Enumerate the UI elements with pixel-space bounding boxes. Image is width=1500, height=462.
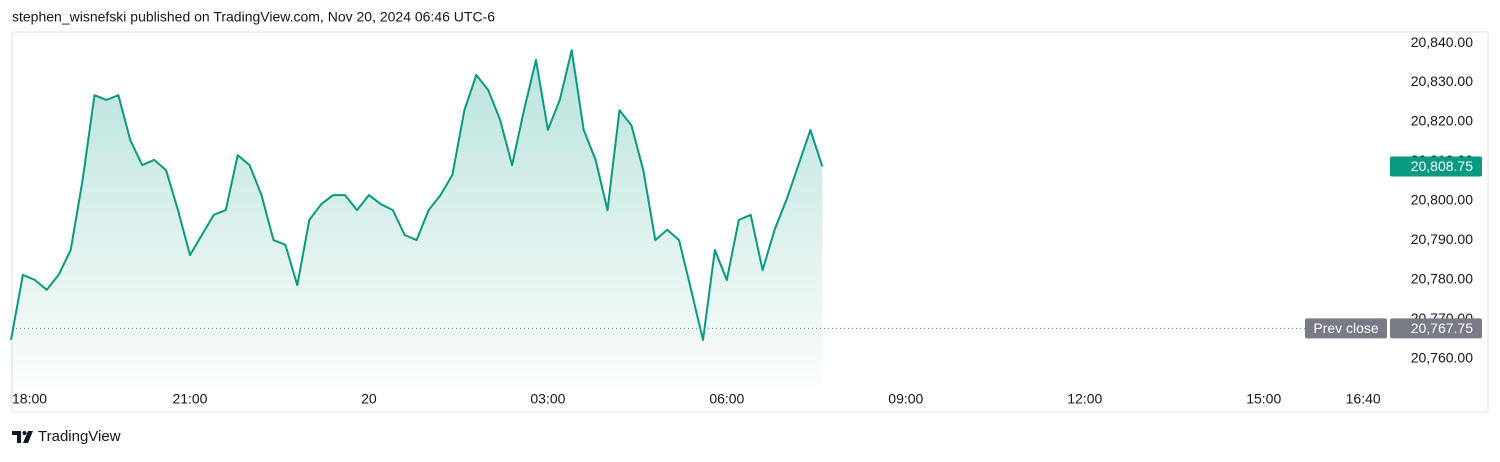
- last-price-tag: [1390, 156, 1482, 177]
- x-tick-label: 03:00: [530, 391, 565, 407]
- x-tick-label: 20: [361, 391, 377, 407]
- y-tick-label: 20,820.00: [1411, 113, 1473, 129]
- y-tick-label: 20,800.00: [1411, 192, 1473, 208]
- y-tick-label: 20,840.00: [1411, 34, 1473, 50]
- footer-logo: [12, 431, 33, 443]
- x-tick-label: 06:00: [709, 391, 744, 407]
- x-tick-label: 16:40: [1346, 391, 1381, 407]
- y-tick-label: 20,760.00: [1411, 350, 1473, 366]
- prev-close-value-tag: [1390, 318, 1482, 339]
- prev-close-value: 20,767.75: [1411, 320, 1473, 336]
- x-tick-label: 12:00: [1067, 391, 1102, 407]
- prev-close-label: Prev close: [1313, 320, 1379, 336]
- chart-frame: [11, 31, 1489, 413]
- y-tick-label: 20,790.00: [1411, 231, 1473, 247]
- footer-brand: TradingView: [38, 428, 121, 445]
- y-tick-label: 20,780.00: [1411, 271, 1473, 287]
- x-tick-label: 18:00: [12, 391, 47, 407]
- y-tick-label: 20,830.00: [1411, 73, 1473, 89]
- x-tick-label: 21:00: [172, 391, 207, 407]
- last-price-label: 20,808.75: [1411, 158, 1473, 174]
- header: stephen_wisnefski published on TradingVi…: [12, 9, 495, 25]
- price-line: [10, 49, 824, 341]
- x-tick-label: 15:00: [1246, 391, 1281, 407]
- prev-close-tag: [1305, 318, 1387, 339]
- area-fill: [11, 50, 823, 385]
- x-tick-label: 09:00: [888, 391, 923, 407]
